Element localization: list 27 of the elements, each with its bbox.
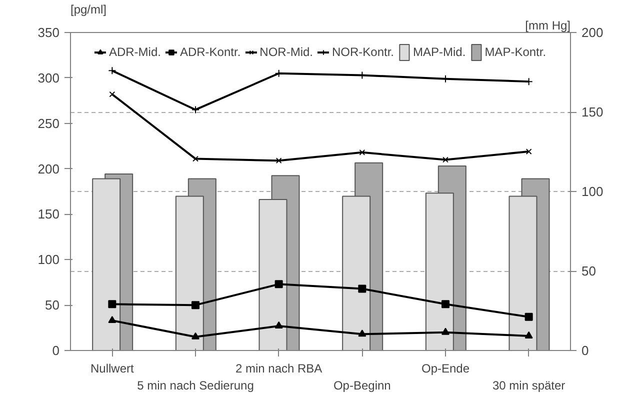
x-tick-label: Op-Beginn <box>333 378 391 392</box>
y2-tick-label: 100 <box>582 184 604 199</box>
x-tick-label: Op-Ende <box>421 362 470 376</box>
x-tick-label: Nullwert <box>90 362 135 376</box>
y-axis-title: [pg/ml] <box>70 2 107 16</box>
y-tick-label: 150 <box>38 206 60 222</box>
legend-label: NOR-Mid. <box>260 45 313 59</box>
y-tick-label: 250 <box>38 116 60 131</box>
y2-axis-title: [mm Hg] <box>525 18 571 32</box>
y-tick-label: 350 <box>38 25 60 40</box>
y-tick-label: 50 <box>45 298 60 313</box>
x-tick-label: 2 min nach RBA <box>235 362 322 376</box>
legend-label: NOR-Kontr. <box>332 45 394 59</box>
y2-tick-label: 0 <box>582 343 589 358</box>
y2-tick-label: 150 <box>582 104 604 120</box>
x-tick-label: 5 min nach Sedierung <box>137 378 254 392</box>
y2-tick-label: 200 <box>582 25 604 40</box>
y-tick-label: 300 <box>38 70 60 86</box>
y2-tick-label: 50 <box>582 264 596 278</box>
legend-label: ADR-Kontr. <box>180 45 241 59</box>
y-tick-label: 200 <box>38 161 60 176</box>
x-tick-label: 30 min später <box>492 378 566 392</box>
legend-label: ADR-Mid. <box>108 45 161 59</box>
legend-label: MAP-Kontr. <box>484 45 546 59</box>
legend-label: MAP-Mid. <box>413 45 466 59</box>
y-tick-label: 0 <box>52 343 60 358</box>
y-tick-label: 100 <box>38 252 60 268</box>
